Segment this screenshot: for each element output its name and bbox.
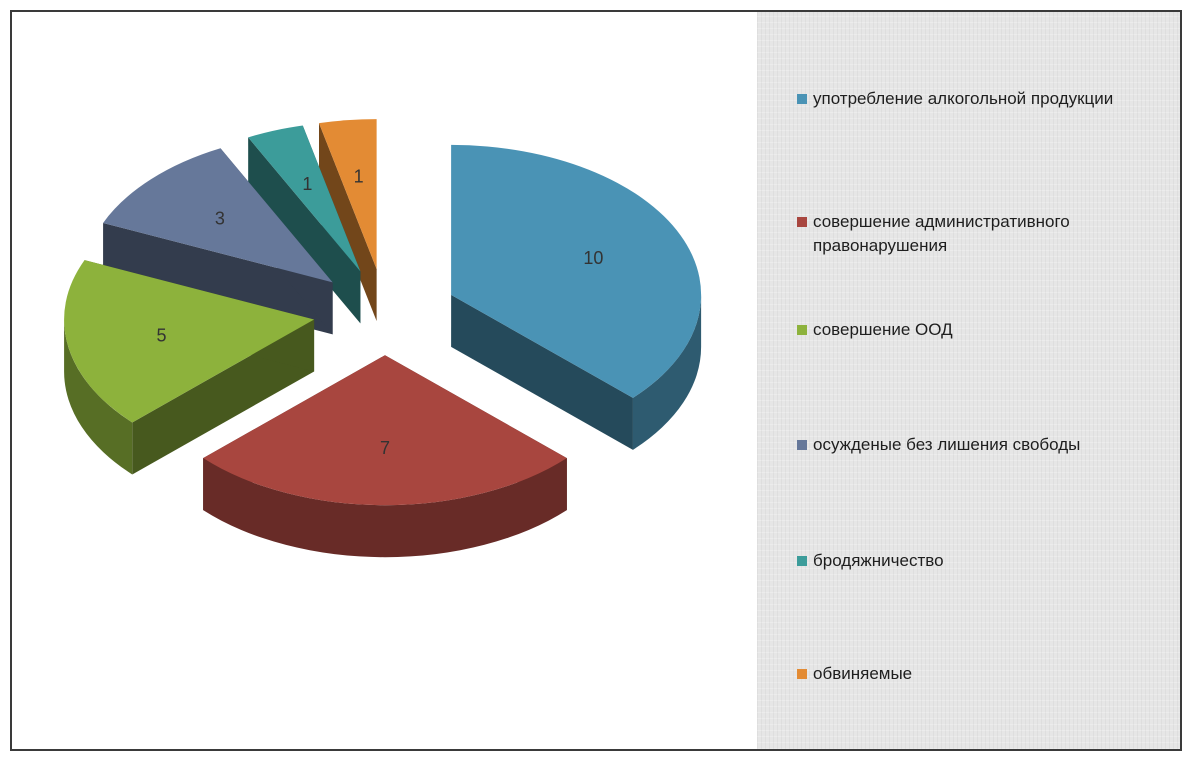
pie-slice-wall-convicted-0 — [103, 222, 333, 335]
data-label-accused: 1 — [354, 167, 364, 187]
pie-slice-top-vagrancy — [248, 125, 361, 272]
pie-slice-ood — [64, 260, 315, 475]
pie-slice-wall-vagrancy-0 — [248, 137, 361, 324]
legend-label-administrative: совершение административного правонаруше… — [813, 212, 1070, 255]
pie-slice-alcohol — [451, 144, 702, 450]
pie-slice-top-alcohol — [451, 144, 702, 398]
legend-item-administrative: совершение административного правонаруше… — [797, 210, 1177, 258]
legend-swatch-vagrancy — [797, 556, 807, 566]
legend-label-convicted: осужденые без лишения свободы — [813, 435, 1081, 454]
data-label-administrative: 7 — [380, 438, 390, 458]
legend-item-accused: обвиняемые — [797, 662, 1177, 686]
pie-slice-top-accused — [318, 119, 377, 270]
chart-frame: 10 7 5 3 1 1 употребление алкогольной продукц… — [10, 10, 1182, 751]
legend-item-convicted: осужденые без лишения свободы — [797, 433, 1177, 457]
legend-item-alcohol: употребление алкогольной продукции — [797, 87, 1177, 111]
pie-slice-vagrancy — [248, 125, 361, 324]
legend-item-ood: совершение ООД — [797, 318, 1177, 342]
legend-item-vagrancy: бродяжничество — [797, 549, 1177, 573]
pie-slice-top-administrative — [203, 355, 567, 506]
data-label-ood: 5 — [156, 326, 166, 346]
legend-swatch-administrative — [797, 217, 807, 227]
legend-label-ood: совершение ООД — [813, 320, 953, 339]
pie-slice-wall-alcohol-1 — [451, 294, 633, 450]
pie-chart: 10 7 5 3 1 1 — [64, 119, 702, 558]
pie-slice-side-administrative — [203, 458, 567, 558]
pie-slice-wall-accused-0 — [318, 123, 377, 322]
legend-label-vagrancy: бродяжничество — [813, 551, 944, 570]
legend-label-alcohol: употребление алкогольной продукции — [813, 89, 1114, 108]
legend-swatch-ood — [797, 325, 807, 335]
pie-slice-convicted — [103, 148, 333, 335]
plot-area: 10 7 5 3 1 1 — [12, 12, 757, 749]
legend-swatch-alcohol — [797, 94, 807, 104]
data-label-vagrancy: 1 — [302, 174, 312, 194]
data-label-convicted: 3 — [215, 209, 225, 229]
pie-slice-side-ood — [64, 319, 133, 475]
pie-slice-top-ood — [64, 260, 315, 423]
pie-slice-accused — [318, 119, 377, 322]
pie-slice-side-alcohol — [632, 294, 702, 450]
data-label-alcohol: 10 — [583, 248, 603, 268]
legend-label-accused: обвиняемые — [813, 664, 913, 683]
legend: употребление алкогольной продукции совер… — [757, 12, 1180, 749]
legend-swatch-convicted — [797, 440, 807, 450]
pie-slice-top-convicted — [103, 148, 333, 283]
pie-slice-administrative — [203, 355, 567, 558]
legend-swatch-accused — [797, 669, 807, 679]
